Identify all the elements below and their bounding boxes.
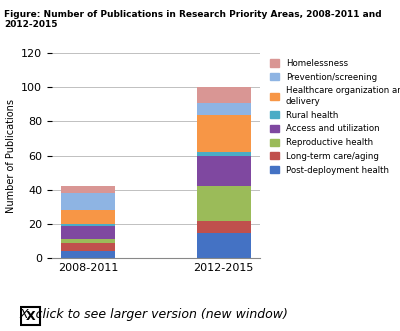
Y-axis label: Number of Publications: Number of Publications <box>6 99 16 213</box>
Bar <box>196 152 250 156</box>
Text: X  click to see larger version (new window): X click to see larger version (new windo… <box>20 308 289 321</box>
Bar <box>196 87 250 103</box>
Bar <box>196 232 250 258</box>
Bar <box>62 251 116 258</box>
Text: Figure: Number of Publications in Research Priority Areas, 2008-2011 and 2012-20: Figure: Number of Publications in Resear… <box>4 10 382 29</box>
Bar <box>62 226 116 239</box>
Bar <box>62 193 116 210</box>
Text: X: X <box>26 309 36 323</box>
Legend: Homelessness, Prevention/screening, Healthcare organization and
delivery, Rural : Homelessness, Prevention/screening, Heal… <box>268 57 400 176</box>
Bar <box>196 103 250 115</box>
Bar <box>62 186 116 193</box>
Bar <box>196 220 250 232</box>
Bar <box>196 156 250 186</box>
FancyBboxPatch shape <box>21 307 40 325</box>
Bar <box>62 210 116 224</box>
Bar <box>62 239 116 243</box>
Bar <box>196 115 250 152</box>
Bar <box>62 243 116 251</box>
Bar <box>196 186 250 220</box>
Bar <box>62 224 116 226</box>
